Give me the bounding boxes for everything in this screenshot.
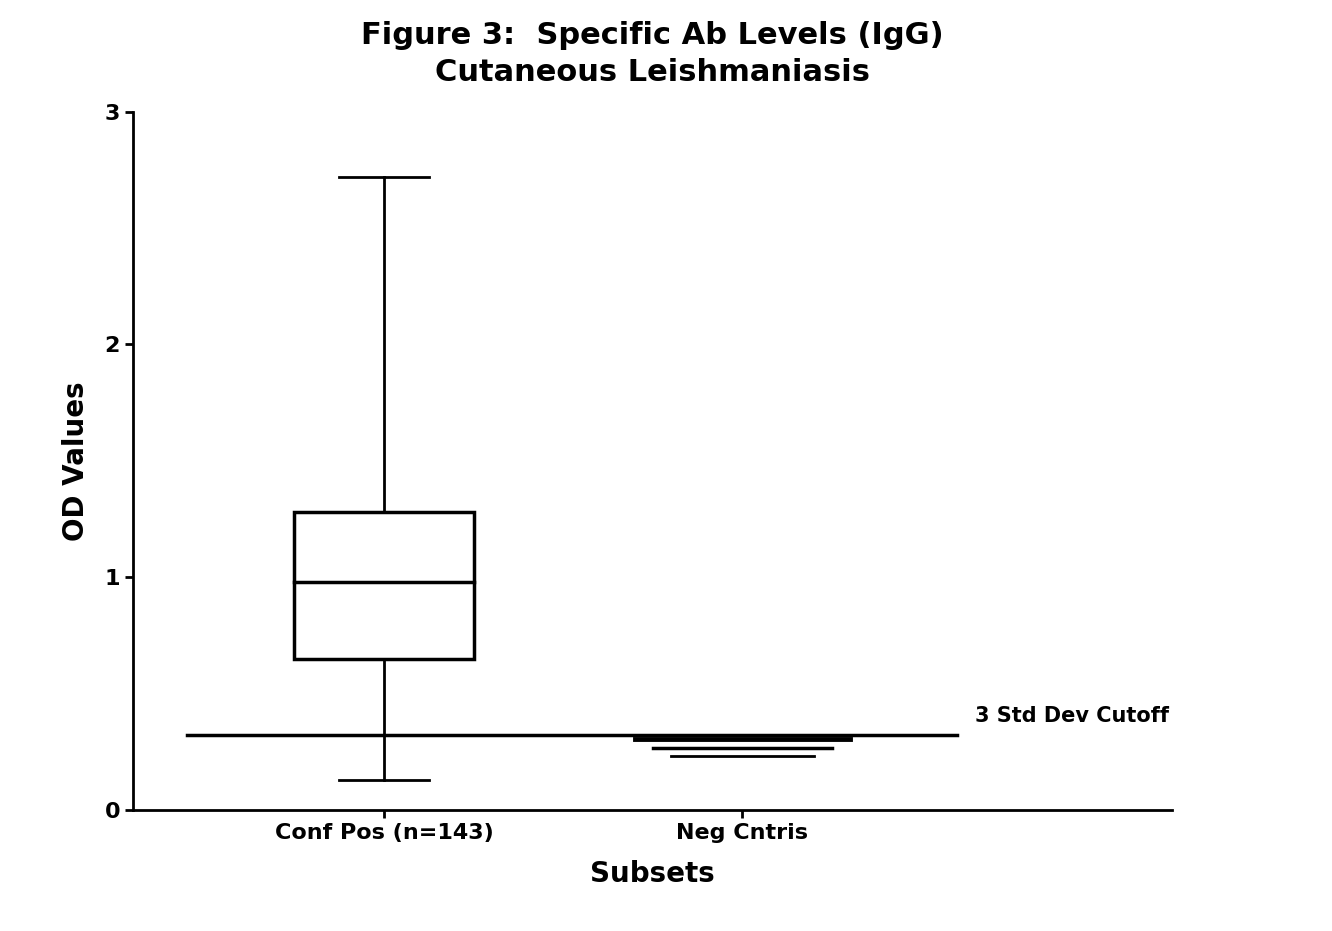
Bar	[294, 512, 474, 659]
X-axis label: Subsets: Subsets	[590, 860, 715, 888]
Y-axis label: OD Values: OD Values	[63, 381, 91, 541]
Text: 3 Std Dev Cutoff: 3 Std Dev Cutoff	[975, 707, 1169, 726]
Title: Figure 3:  Specific Ab Levels (IgG)
Cutaneous Leishmaniasis: Figure 3: Specific Ab Levels (IgG) Cutan…	[361, 21, 944, 88]
